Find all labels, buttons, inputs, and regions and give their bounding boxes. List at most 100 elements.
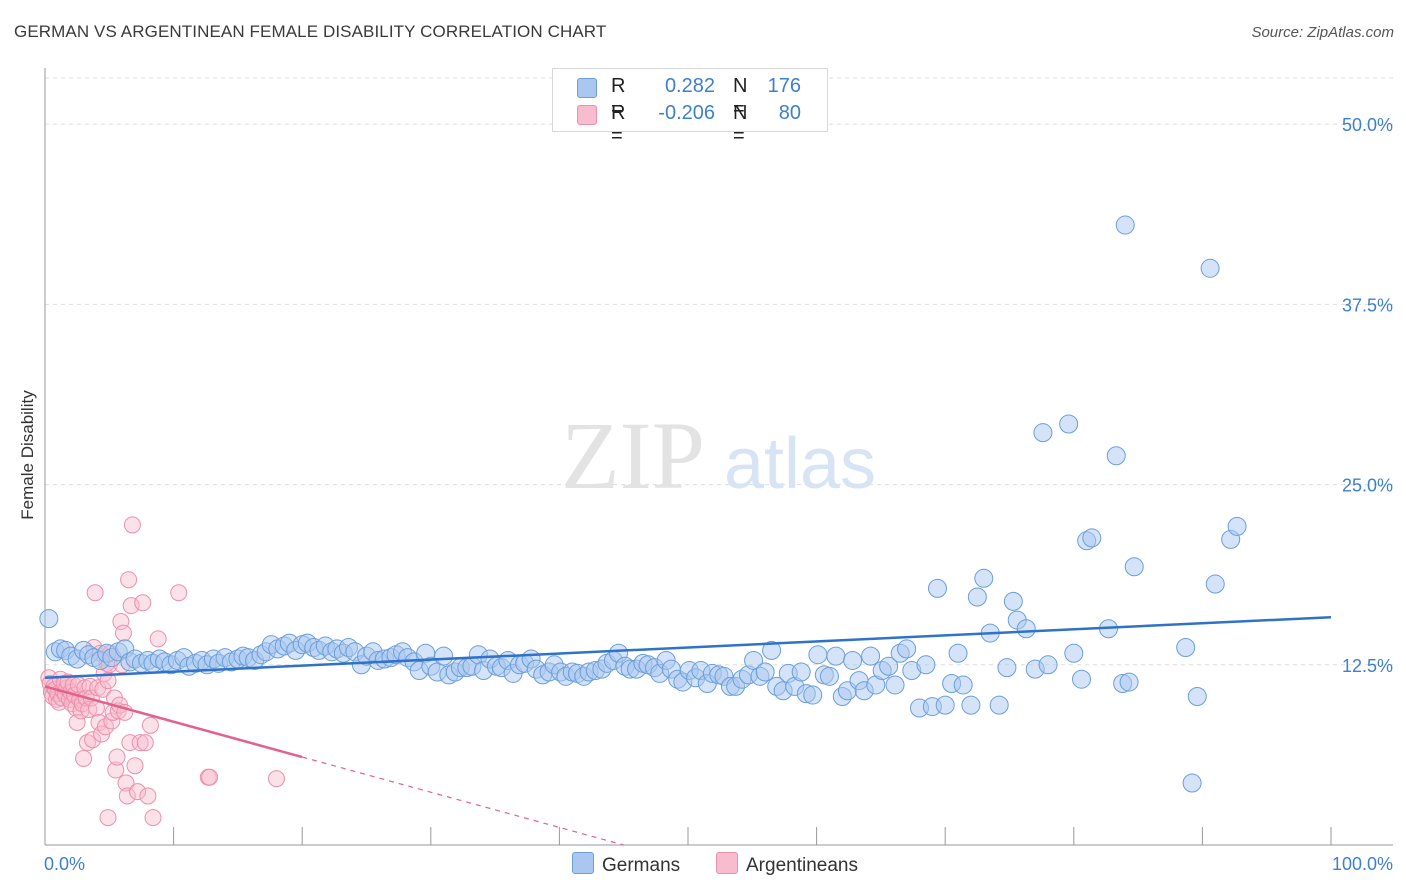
german-point: [1227, 516, 1247, 536]
chart-title: GERMAN VS ARGENTINEAN FEMALE DISABILITY …: [14, 22, 607, 41]
argentineans-trend-extension: [302, 756, 624, 846]
argentinean-point: [141, 716, 159, 734]
germans-swatch: [577, 78, 597, 98]
n-label: N =: [733, 102, 748, 147]
german-point: [1106, 446, 1126, 466]
german-point: [1082, 528, 1102, 548]
argentinean-point: [114, 624, 132, 642]
legend-argentineans[interactable]: Argentineans: [716, 852, 858, 877]
y-tick-label: 37.5%: [1342, 295, 1393, 315]
german-point: [791, 662, 811, 682]
argentinean-point: [96, 718, 114, 736]
german-point: [997, 658, 1017, 678]
german-point: [1003, 591, 1023, 611]
german-point: [935, 695, 955, 715]
german-point: [885, 675, 905, 695]
germans-trend-line: [44, 615, 1332, 680]
y-tick-label: 50.0%: [1342, 115, 1393, 135]
german-point: [819, 666, 839, 686]
argentinean-point: [126, 757, 144, 775]
german-point: [803, 685, 823, 705]
argentineans-swatch: [716, 852, 738, 874]
argentinean-point: [267, 770, 285, 788]
german-point: [826, 646, 846, 666]
y-tick-label: 12.5%: [1342, 656, 1393, 676]
argentinean-point: [103, 712, 121, 730]
german-point: [916, 655, 936, 675]
legend-label: Germans: [602, 855, 681, 876]
german-point: [39, 609, 59, 629]
r-label: R =: [611, 75, 626, 120]
german-point: [1038, 655, 1058, 675]
y-tick-label: 25.0%: [1342, 476, 1393, 496]
argentinean-point: [99, 809, 117, 827]
argentinean-point: [131, 734, 149, 752]
argentinean-point: [139, 787, 157, 805]
german-point: [961, 695, 981, 715]
y-axis-label: Female Disability: [18, 390, 37, 520]
argentinean-point: [123, 516, 141, 534]
german-point: [843, 650, 863, 670]
argentinean-point: [129, 783, 147, 801]
german-point: [1124, 557, 1144, 577]
legend-germans[interactable]: Germans: [572, 852, 680, 877]
grid-lines: [45, 77, 1393, 666]
argentineans-swatch: [577, 105, 597, 125]
argentineans-trend-line: [44, 685, 303, 759]
german-point: [1072, 669, 1092, 689]
tick-labels: 12.5% 25.0% 37.5% 50.0% 0.0% 100.0%: [44, 115, 1393, 874]
german-point: [1205, 574, 1225, 594]
german-point: [1115, 215, 1135, 235]
n-label: N =: [733, 75, 748, 120]
stats-legend: R = 0.282 N = 176 R = -0.206 N = 80: [552, 68, 828, 147]
x-tick-label: 0.0%: [44, 854, 85, 874]
german-point: [967, 587, 987, 607]
german-point: [1033, 423, 1053, 443]
argentinean-point: [108, 748, 126, 766]
german-point: [974, 568, 994, 588]
german-point: [1059, 414, 1079, 434]
svg-text:ZIP: ZIP: [561, 402, 705, 509]
axes: [44, 68, 1393, 846]
german-point: [1064, 643, 1084, 663]
argentinean-point: [134, 594, 152, 612]
argentinean-point: [84, 731, 102, 749]
trend-lines: [44, 615, 1332, 846]
german-point: [861, 646, 881, 666]
argentinean-point: [149, 630, 167, 648]
german-point: [1182, 773, 1202, 793]
argentinean-point: [107, 761, 125, 779]
watermark: ZIP atlas: [561, 402, 876, 509]
legend-label: Argentineans: [746, 855, 858, 876]
argentinean-point: [170, 584, 188, 602]
argentinean-point: [117, 774, 135, 792]
german-point: [1119, 672, 1139, 692]
german-point: [953, 675, 973, 695]
german-point: [927, 578, 947, 598]
german-point: [1187, 687, 1207, 707]
german-point: [1176, 637, 1196, 657]
german-point: [948, 643, 968, 663]
german-point: [1200, 258, 1220, 278]
x-tick-label: 100.0%: [1332, 854, 1393, 874]
german-point: [434, 646, 454, 666]
argentinean-point: [121, 734, 139, 752]
germans-points: [39, 215, 1247, 793]
argentinean-point: [120, 571, 138, 589]
n-value: 176: [767, 75, 801, 97]
german-point: [897, 639, 917, 659]
r-value: -0.206: [658, 102, 715, 124]
argentinean-point: [144, 809, 162, 827]
argentinean-point: [86, 584, 104, 602]
german-point: [762, 640, 782, 660]
german-point: [808, 645, 828, 665]
r-value: 0.282: [664, 75, 715, 97]
svg-text:atlas: atlas: [724, 424, 876, 504]
argentinean-point: [118, 787, 136, 805]
germans-swatch: [572, 852, 594, 874]
argentinean-point: [201, 768, 219, 786]
n-value: 80: [778, 102, 801, 124]
argentinean-point: [75, 749, 93, 767]
german-point: [755, 662, 775, 682]
